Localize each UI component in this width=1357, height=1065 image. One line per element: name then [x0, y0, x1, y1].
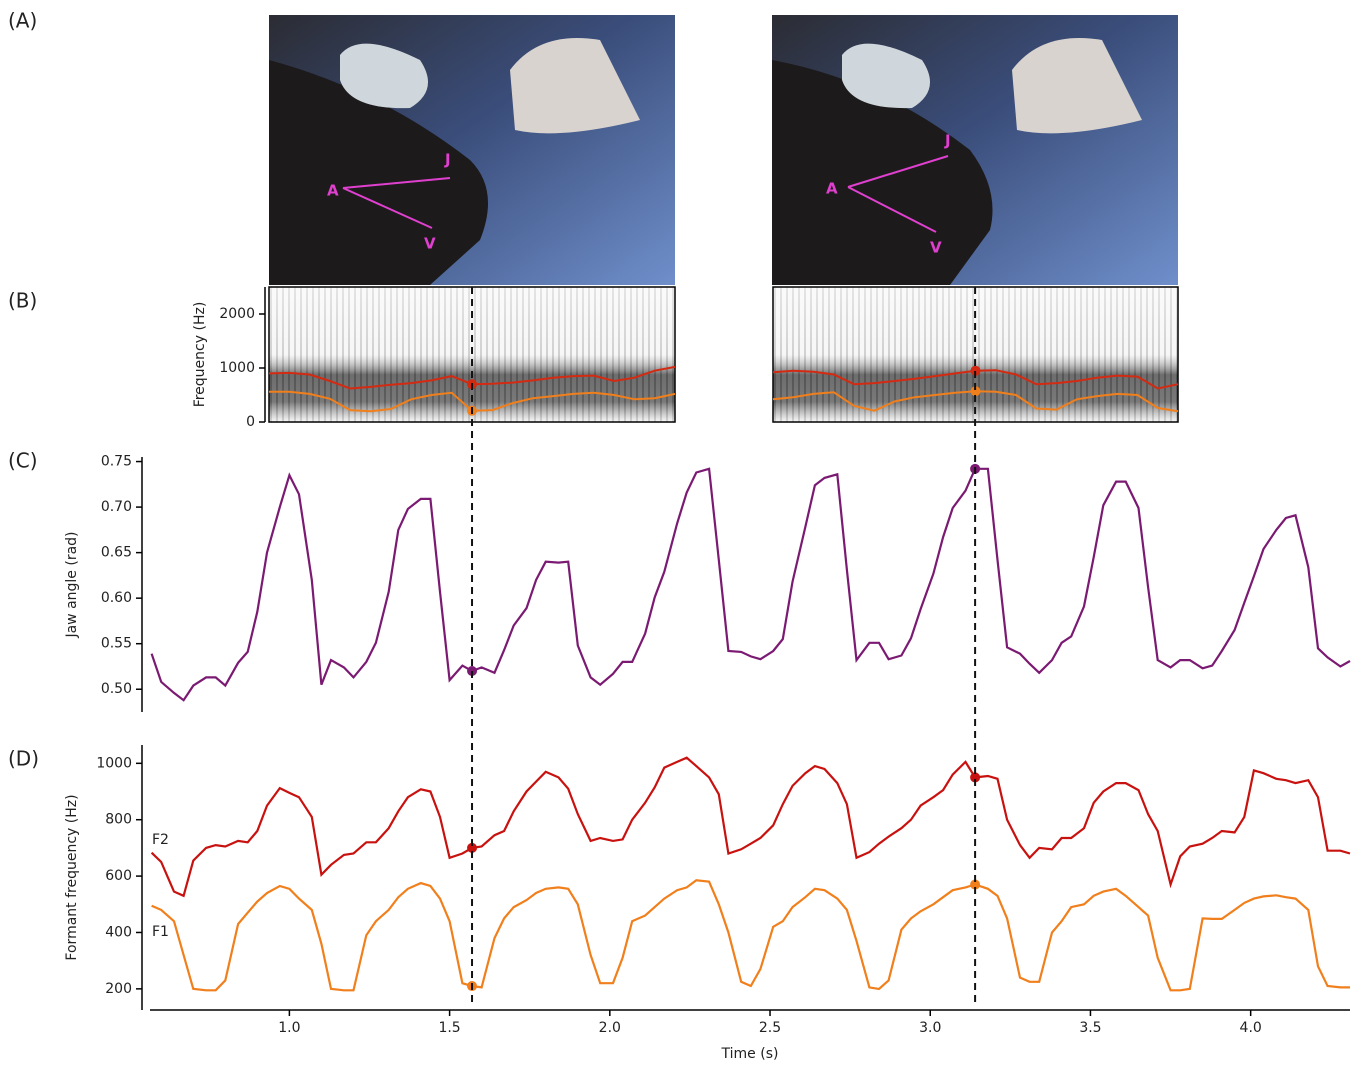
y-tick-label: 200 — [105, 981, 132, 997]
y-tick-label: 0.50 — [101, 681, 132, 697]
point-label: V — [424, 235, 436, 253]
y-tick-label: 0.55 — [101, 636, 132, 652]
point-label: V — [930, 239, 942, 257]
y-tick-label: 0.75 — [101, 454, 132, 470]
y-axis-label: Jaw angle (rad) — [64, 531, 80, 638]
x-tick-label: 2.5 — [759, 1020, 781, 1036]
y-tick-label: 800 — [105, 812, 132, 828]
point-label: A — [826, 180, 838, 198]
x-tick-label: 1.5 — [438, 1020, 460, 1036]
panel-label: (B) — [8, 289, 37, 313]
x-tick-label: 4.0 — [1240, 1020, 1262, 1036]
photo: A J V — [269, 15, 675, 285]
y-tick-label: 0.60 — [101, 590, 132, 606]
series-label: F2 — [152, 832, 169, 848]
photo: A J V — [772, 15, 1178, 285]
y-tick-label: 600 — [105, 868, 132, 884]
line — [152, 469, 1350, 700]
x-axis-label: Time (s) — [721, 1046, 779, 1062]
y-axis-label: Formant frequency (Hz) — [64, 794, 80, 960]
y-tick-label: 1000 — [96, 755, 132, 771]
y-tick-label: 0.65 — [101, 545, 132, 561]
line — [152, 880, 1350, 990]
y-axis-label: Frequency (Hz) — [192, 302, 208, 408]
panel-label: (A) — [8, 9, 37, 33]
point-label: J — [944, 132, 951, 150]
y-tick-label: 0.70 — [101, 499, 132, 515]
y-tick-label: 400 — [105, 924, 132, 940]
y-tick-label: 1000 — [219, 360, 255, 376]
point-label: J — [444, 151, 451, 169]
y-tick-label: 0 — [246, 414, 255, 430]
point-label: A — [327, 182, 339, 200]
panel-label: (C) — [8, 449, 38, 473]
x-tick-label: 2.0 — [599, 1020, 621, 1036]
line — [152, 758, 1350, 896]
panel-label: (D) — [8, 747, 39, 771]
series-label: F1 — [152, 924, 169, 940]
figure: A J V A J V (A) (B) (C) (D) F2 F1 0 1000 2… — [0, 0, 1357, 1065]
x-tick-label: 1.0 — [278, 1020, 300, 1036]
x-tick-label: 3.0 — [919, 1020, 941, 1036]
y-tick-label: 2000 — [219, 306, 255, 322]
x-tick-label: 3.5 — [1079, 1020, 1101, 1036]
